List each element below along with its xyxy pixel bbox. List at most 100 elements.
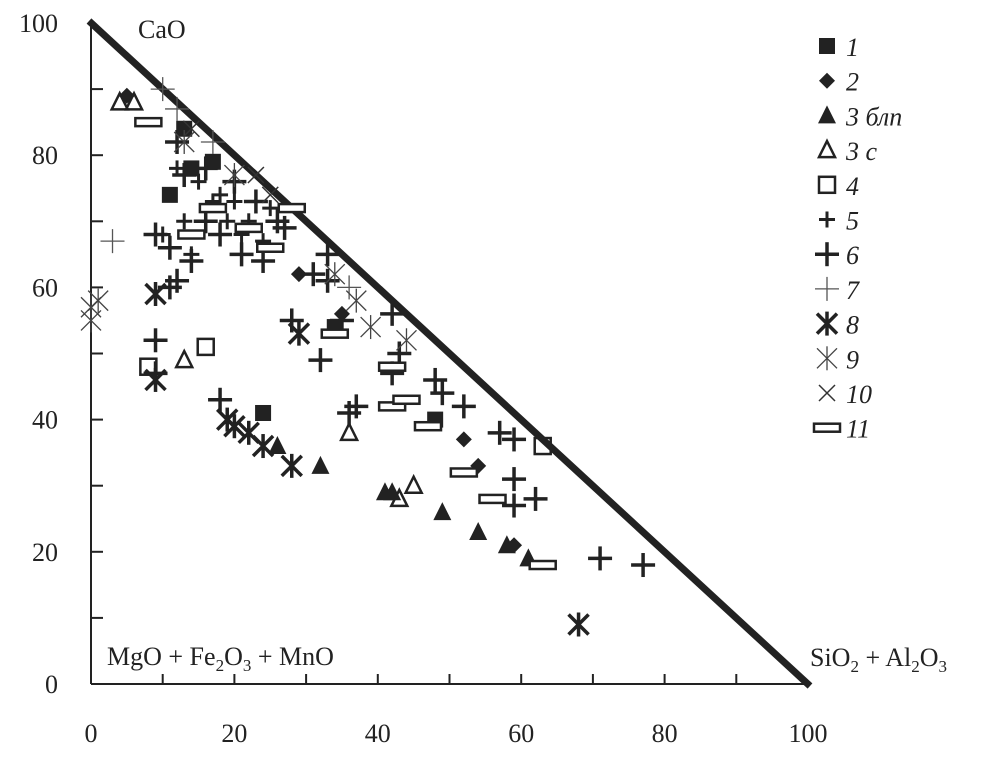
- data-point-series-2: [290, 266, 307, 283]
- data-point-series-8: [280, 453, 303, 478]
- y-tick-label: 20: [32, 538, 58, 567]
- data-point-series-2: [506, 537, 523, 554]
- data-point-series-6: [172, 163, 197, 188]
- data-point-series-11: [528, 559, 557, 571]
- corner-label-top: CaO: [138, 15, 186, 44]
- data-point-series-3-с: [123, 90, 145, 111]
- data-point-series-6: [502, 427, 527, 452]
- data-point-series-6: [208, 387, 233, 412]
- data-point-series-6: [301, 262, 326, 287]
- data-point-series-2: [455, 431, 472, 448]
- data-point-series-6: [430, 381, 455, 406]
- y-tick-label: 60: [32, 273, 58, 302]
- data-point-series-9: [223, 163, 245, 188]
- data-point-series-8: [144, 282, 167, 307]
- data-point-series-6: [143, 222, 168, 247]
- boundary-line: [86, 18, 813, 689]
- legend-marker-9: [815, 311, 839, 336]
- data-point-series-11: [198, 202, 228, 214]
- legend-label: 11: [846, 415, 870, 444]
- data-point-series-5: [219, 213, 236, 230]
- data-point-series-3-блп: [433, 502, 452, 521]
- legend-marker-2: [819, 72, 835, 89]
- data-point-series-3-с: [174, 348, 195, 369]
- data-point-series-4: [196, 337, 215, 357]
- data-point-series-9: [360, 315, 382, 340]
- data-point-series-11: [413, 420, 443, 432]
- data-point-series-11: [256, 242, 285, 253]
- data-point-series-5: [176, 213, 193, 230]
- data-point-series-10: [261, 186, 279, 204]
- data-point-series-5: [262, 200, 279, 217]
- data-point-series-6: [502, 493, 527, 518]
- data-point-series-3-с: [389, 487, 410, 508]
- legend-marker-12: [812, 422, 842, 433]
- legend-marker-1: [819, 38, 835, 54]
- data-point-series-8: [287, 321, 311, 346]
- legend-label: 7: [846, 276, 860, 305]
- legend-marker-8: [815, 276, 839, 301]
- data-point-series-3-с: [403, 473, 424, 494]
- legend-marker-11: [818, 384, 836, 402]
- legend-marker-4: [816, 138, 838, 159]
- data-point-series-6: [208, 222, 233, 247]
- data-point-series-11: [392, 394, 421, 406]
- tick-labels: 0 20 40 60 80 100 0 20 40 60 80 100: [19, 9, 828, 748]
- data-point-series-7: [150, 77, 175, 102]
- data-point-series-3-блп: [469, 521, 488, 540]
- data-point-series-6: [423, 367, 448, 392]
- ticks: [91, 88, 738, 684]
- corner-label-bottom-left: MgO + Fe2O3 + MnO: [107, 642, 334, 675]
- legend-marker-5: [817, 175, 837, 195]
- data-point-series-6: [315, 242, 340, 267]
- data-points: [80, 77, 656, 637]
- data-point-series-11: [377, 401, 407, 412]
- data-point-series-1: [204, 153, 221, 170]
- y-tick-label: 100: [19, 9, 58, 38]
- data-point-series-10: [247, 166, 265, 184]
- data-point-series-11: [134, 116, 163, 128]
- legend-marker-7: [815, 242, 839, 267]
- data-point-series-3-блп: [311, 455, 330, 474]
- data-point-series-6: [502, 467, 527, 492]
- legend-label: 6: [846, 241, 859, 270]
- data-point-series-6: [179, 248, 204, 273]
- data-point-series-6: [451, 394, 476, 419]
- x-tick-label: 100: [789, 719, 828, 748]
- x-tick-label: 80: [652, 719, 678, 748]
- data-point-series-3-блп: [268, 436, 287, 455]
- data-point-series-10: [182, 120, 200, 138]
- data-point-series-3-с: [339, 421, 360, 442]
- legend-label: 5: [846, 207, 859, 236]
- legend-marker-6: [819, 211, 835, 228]
- data-point-series-3-блп: [497, 535, 516, 554]
- legend-label: 3 с: [845, 137, 878, 166]
- data-point-series-11: [449, 467, 479, 478]
- data-point-series-7: [165, 96, 190, 121]
- y-tick-label: 40: [32, 406, 58, 435]
- corner-label-bottom-right: SiO2 + Al2O3: [810, 643, 947, 676]
- data-point-series-5: [226, 193, 243, 210]
- data-point-series-6: [143, 328, 168, 353]
- data-point-series-6: [229, 242, 254, 267]
- x-tick-label: 60: [508, 719, 534, 748]
- data-point-series-5: [190, 173, 207, 190]
- data-point-series-11: [478, 493, 507, 505]
- legend-label: 10: [846, 380, 872, 409]
- data-point-series-6: [272, 215, 297, 240]
- legend-marker-3: [818, 105, 836, 124]
- data-point-series-6: [380, 301, 405, 326]
- data-point-series-1: [183, 160, 200, 177]
- data-point-series-7: [337, 275, 362, 300]
- legend-label: 9: [846, 345, 859, 374]
- y-tick-label: 0: [45, 670, 58, 699]
- data-point-series-11: [377, 361, 407, 372]
- data-point-series-6: [588, 546, 613, 571]
- y-tick-label: 80: [32, 141, 58, 170]
- data-point-series-11: [277, 202, 307, 214]
- legend: 1 2 3 блп 3 с 4 5 6 7 8 9 10 11: [812, 33, 902, 444]
- x-tick-label: 0: [85, 719, 98, 748]
- data-point-series-11: [320, 328, 350, 339]
- data-point-series-9: [80, 308, 102, 333]
- data-point-series-1: [255, 404, 272, 421]
